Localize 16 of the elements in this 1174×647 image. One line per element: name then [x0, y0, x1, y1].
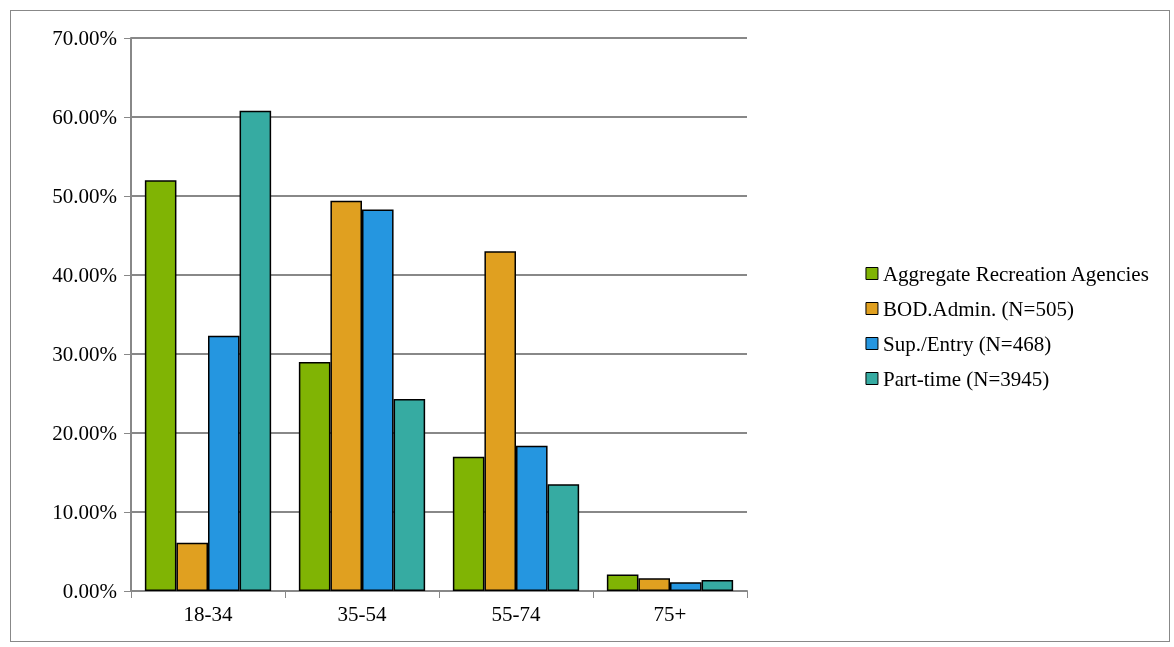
x-tick-label: 18-34 — [183, 601, 233, 626]
legend-label: Aggregate Recreation Agencies — [882, 261, 1149, 286]
y-tick-label: 30.00% — [52, 342, 117, 366]
y-tick-label: 60.00% — [52, 105, 117, 129]
y-tick-label: 50.00% — [52, 184, 117, 208]
x-tick-label: 55-74 — [491, 601, 541, 626]
x-tick-label: 75+ — [653, 601, 687, 626]
y-tick-label: 40.00% — [52, 263, 117, 287]
y-tick-label: 0.00% — [62, 579, 117, 603]
legend-label: BOD.Admin. (N=505) — [882, 296, 1074, 321]
legend-label: Part-time (N=3945) — [882, 366, 1050, 391]
x-tick-label: 35-54 — [337, 601, 387, 626]
legend-label: Sup./Entry (N=468) — [882, 331, 1052, 356]
y-tick-label: 70.00% — [52, 26, 117, 50]
y-tick-label: 10.00% — [52, 500, 117, 524]
y-tick-label: 20.00% — [52, 421, 117, 445]
